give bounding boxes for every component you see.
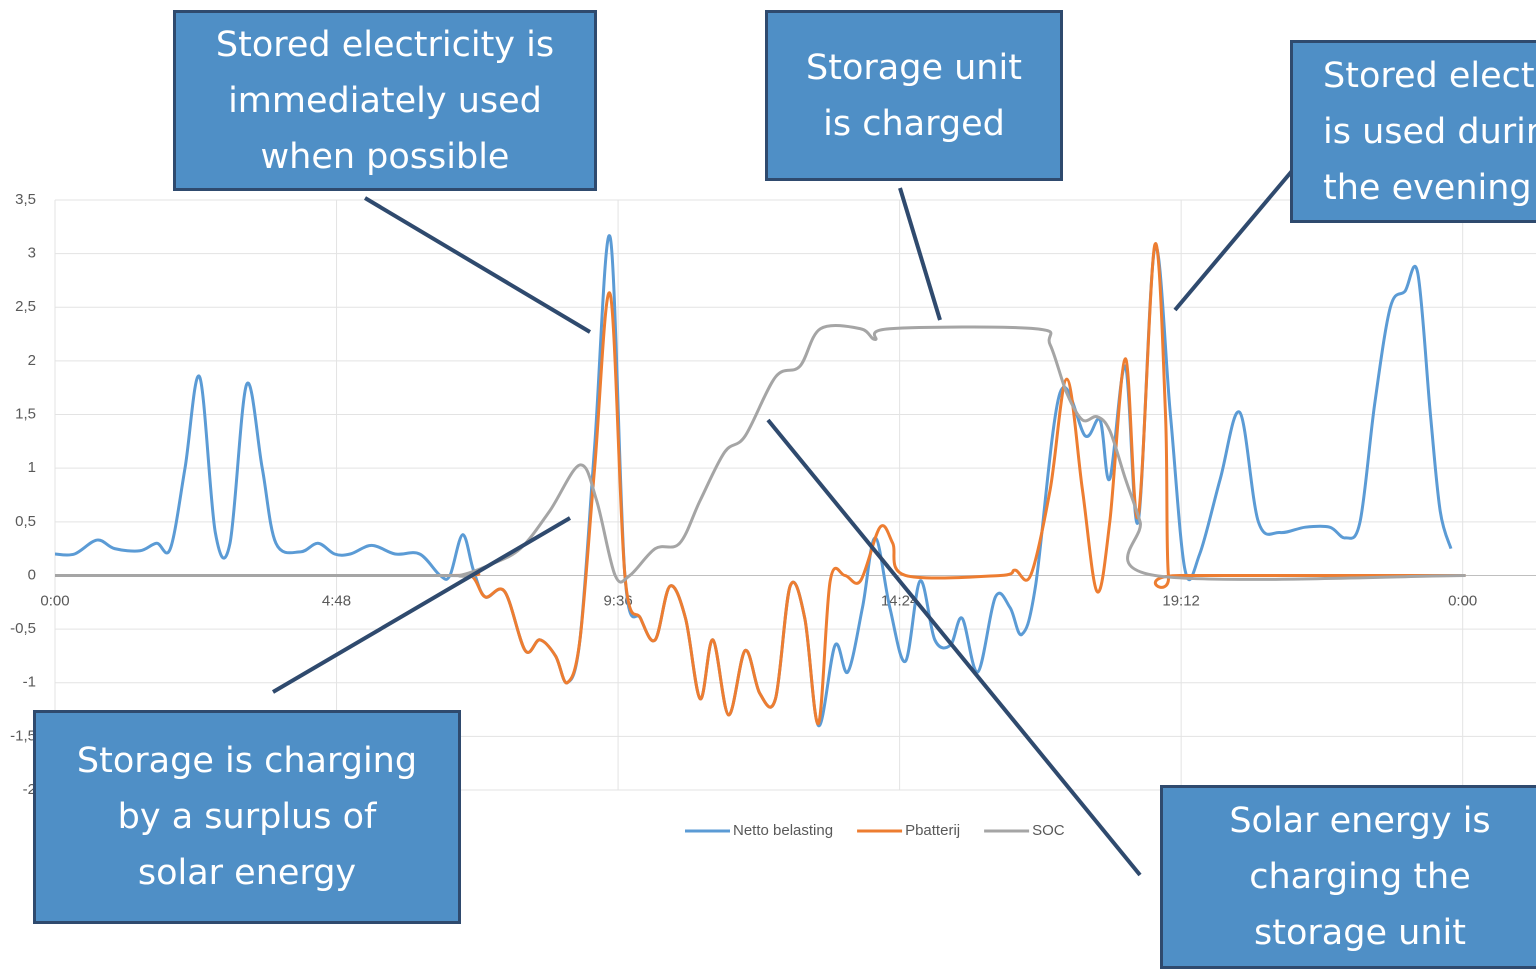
callout-text: is used during [1323,111,1536,152]
callout-text: storage unit [1254,913,1466,953]
callout-text: the evening [1323,167,1532,208]
y-tick-label: 3 [28,245,36,262]
callout-box: Stored electricity is immediately used whe… [173,10,597,191]
legend-label: Netto belasting [733,822,833,839]
callout-text: solar energy [137,853,357,893]
callout-text: Solar energy is [1229,801,1491,841]
x-tick-label: 0:00 [1448,592,1477,609]
y-tick-label: 2,5 [15,298,36,315]
y-tick-label: 3,5 [15,191,36,208]
y-tick-label: 0,5 [15,513,36,530]
y-tick-label: 1,5 [15,406,36,423]
x-tick-label: 9:36 [603,592,632,609]
callout-box: Storage unit is charged [765,10,1063,181]
y-tick-label: -0,5 [10,620,36,637]
x-tick-label: 19:12 [1162,592,1200,609]
legend-label: SOC [1032,822,1065,839]
callout-line [363,196,592,334]
x-tick-label: 0:00 [40,592,69,609]
y-tick-label: 2 [28,352,36,369]
callout-text: Stored electricity [1323,55,1536,96]
callout-text: Storage is charging [76,741,418,781]
callout-box: Solar energy is charging the storage unit [1160,785,1536,969]
callout-text: Storage unit [806,47,1022,88]
y-tick-label: -1,5 [10,727,36,744]
y-tick-label: 1 [28,459,36,476]
legend-label: Pbatterij [905,822,960,839]
callout-text: when possible [260,136,510,177]
callout-text: by a surplus of [117,797,377,837]
y-tick-label: -1 [23,674,36,691]
callout-line [271,516,572,694]
callout-line [898,187,942,321]
y-tick-label: 0 [28,566,36,583]
series-line [54,234,1453,728]
callout-line [766,418,1142,877]
callout-text: is charged [823,103,1005,144]
x-tick-label: 4:48 [322,592,351,609]
callout-box: Storage is charging by a surplus of solar … [33,710,461,924]
callout-box: Stored electricity is used during the even… [1290,40,1536,223]
y-tick-label: -2 [23,781,36,798]
callout-text: immediately used [228,80,542,121]
callout-text: charging the [1249,857,1471,897]
series-line [55,324,1466,584]
series-line [55,242,1466,726]
callout-text: Stored electricity is [215,24,555,65]
